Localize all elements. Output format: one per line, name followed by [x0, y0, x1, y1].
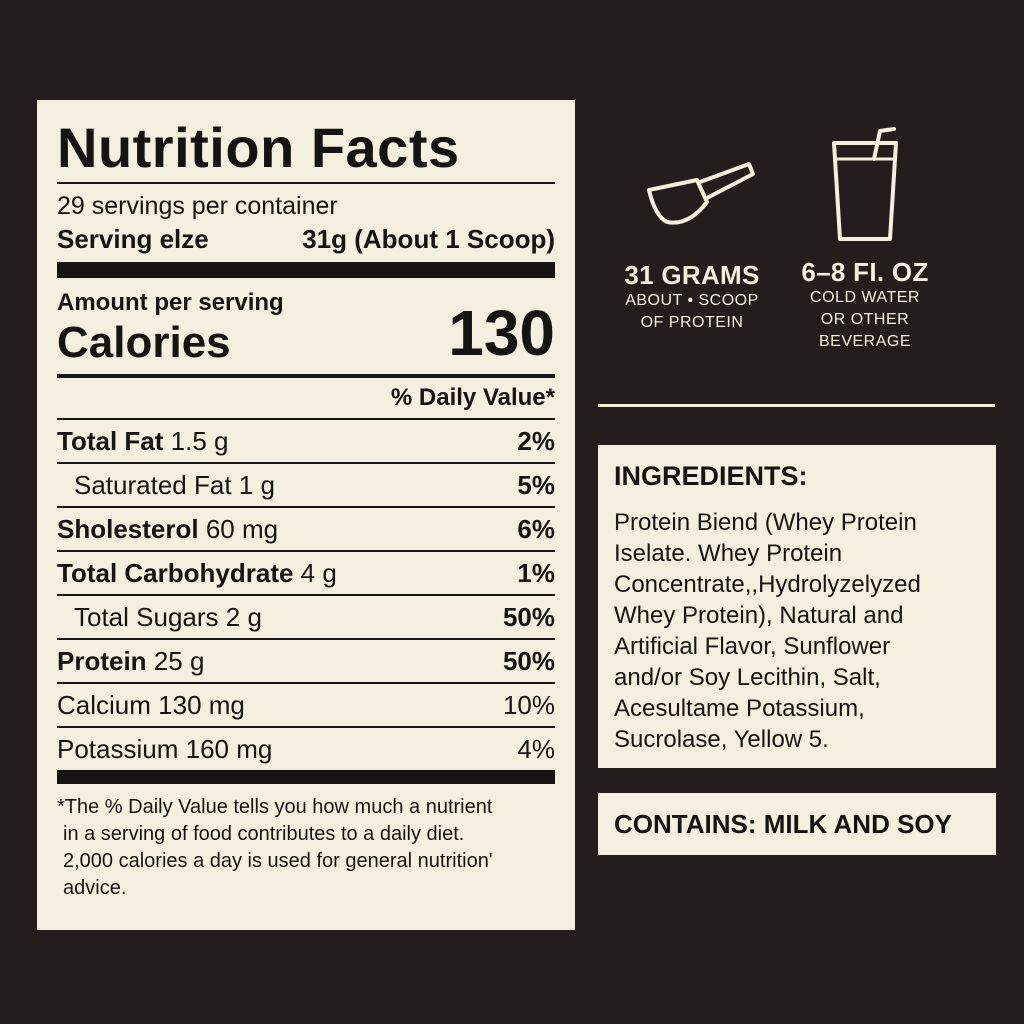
scoop-info: 31 GRAMS ABOUT • SCOOP OF PROTEIN: [600, 150, 784, 334]
nutrient-name: Saturated Fat: [74, 469, 232, 500]
nutrient-amount: 160 mg: [185, 733, 273, 764]
glass-line-1: COLD WATER: [810, 289, 920, 306]
serving-size-label: Serving elze: [57, 224, 209, 254]
nutrient-pct: 6%: [517, 513, 555, 544]
ingredients-line: Acesultame Potassium,: [614, 695, 865, 722]
ingredients-line: Protein Biend (Whey Protein: [614, 509, 917, 536]
glass-title: 6–8 FI. OZ: [801, 257, 929, 287]
scoop-icon: [647, 162, 755, 225]
nutrient-pct: 2%: [517, 425, 555, 456]
nutrient-pct: 50%: [502, 601, 555, 632]
serving-size: Serving elze 31g (About 1 Scoop): [57, 222, 555, 256]
scoop-title: 31 GRAMS: [624, 260, 760, 290]
nutrient-name: Total Carbohydrate: [57, 557, 294, 588]
ingredients-line: and/or Soy Lecithin, Salt,: [614, 664, 881, 691]
scoop-line-1: ABOUT • SCOOP: [625, 292, 759, 309]
nutrient-amount: 1.5 g: [170, 425, 229, 456]
nutrient-row-total-fat: Total Fat 1.5 g 2%: [57, 418, 555, 462]
nutrient-name: Total Sugars: [74, 601, 219, 632]
divider: [57, 262, 555, 278]
serving-size-value: 31g (About 1 Scoop): [302, 224, 555, 254]
daily-value-footnote: *The % Daily Value tells you how much a …: [57, 794, 555, 902]
ingredients-line: Artificial Flavor, Sunflower: [614, 633, 891, 660]
footnote-line: *The % Daily Value tells you how much a …: [57, 796, 493, 818]
nutrient-name: Calcium: [57, 689, 151, 720]
nutrient-name: Potassium: [57, 733, 179, 764]
nutrient-amount: 25 g: [153, 645, 205, 676]
nutrient-name: Protein: [57, 645, 147, 676]
nutrient-amount: 2 g: [225, 601, 262, 632]
nutrition-facts-title: Nutrition Facts: [57, 116, 460, 179]
servings-per-container: 29 servings per container: [57, 192, 338, 220]
amount-per-serving: Amount per serving: [57, 289, 284, 316]
nutrient-name: Sholesterol: [57, 513, 199, 544]
allergen-contains: CONTAINS: MILK AND SOY: [598, 793, 996, 855]
glass-line-2: OR OTHER: [820, 311, 910, 328]
scoop-line-2: OF PROTEIN: [640, 314, 744, 331]
divider: [57, 374, 555, 378]
nutrient-row-carbohydrate: Total Carbohydrate 4 g 1%: [57, 550, 555, 594]
nutrient-name: Total Fat: [57, 425, 164, 456]
divider: [57, 182, 555, 184]
liquid-info: 6–8 FI. OZ COLD WATER OR OTHER BEVERAGE: [780, 125, 950, 353]
nutrient-row-saturated-fat: Saturated Fat 1 g 5%: [57, 462, 555, 506]
calories-label: Calories: [57, 318, 231, 367]
nutrient-row-potassium: Potassium 160 mg 4%: [57, 726, 555, 770]
ingredients-panel: INGREDIENTS: Protein Biend (Whey Protein…: [598, 445, 996, 768]
calories-value: 130: [448, 297, 555, 369]
nutrient-pct: 10%: [502, 689, 555, 720]
daily-value-header: % Daily Value*: [390, 384, 555, 411]
ingredients-text: Protein Biend (Whey Protein Iselate. Whe…: [614, 507, 980, 755]
nutrition-facts-panel: Nutrition Facts 29 servings per containe…: [37, 100, 575, 930]
nutrient-pct: 50%: [502, 645, 555, 676]
ingredients-line: Whey Protein), Natural and: [614, 602, 904, 629]
nutrient-pct: 1%: [517, 557, 555, 588]
nutrient-amount: 1 g: [238, 469, 275, 500]
nutrient-amount: 60 mg: [205, 513, 279, 544]
footnote-line: advice.: [63, 877, 127, 899]
divider: [57, 770, 555, 784]
nutrient-pct: 5%: [517, 469, 555, 500]
glass-line-3: BEVERAGE: [818, 333, 912, 350]
ingredients-line: Iselate. Whey Protein: [614, 540, 843, 567]
ingredients-line: Sucrolase, Yellow 5.: [614, 726, 829, 753]
nutrient-row-sugars: Total Sugars 2 g 50%: [57, 594, 555, 638]
footnote-line: 2,000 calories a day is used for general…: [63, 850, 493, 872]
nutrient-row-calcium: Calcium 130 mg 10%: [57, 682, 555, 726]
nutrient-amount: 4 g: [300, 557, 337, 588]
glass-icon: [832, 127, 898, 241]
nutrient-row-cholesterol: Sholesterol 60 mg 6%: [57, 506, 555, 550]
calories-block: Amount per serving Calories 130: [57, 278, 555, 368]
nutrient-row-protein: Protein 25 g 50%: [57, 638, 555, 682]
ingredients-title: INGREDIENTS:: [614, 461, 808, 491]
nutrient-pct: 4%: [517, 733, 555, 764]
nutrient-amount: 130 mg: [158, 689, 245, 720]
section-divider: [598, 404, 995, 407]
footnote-line: in a serving of food contributes to a da…: [63, 823, 465, 845]
ingredients-line: Concentrate,,Hydrolyzelyzed: [614, 571, 921, 598]
